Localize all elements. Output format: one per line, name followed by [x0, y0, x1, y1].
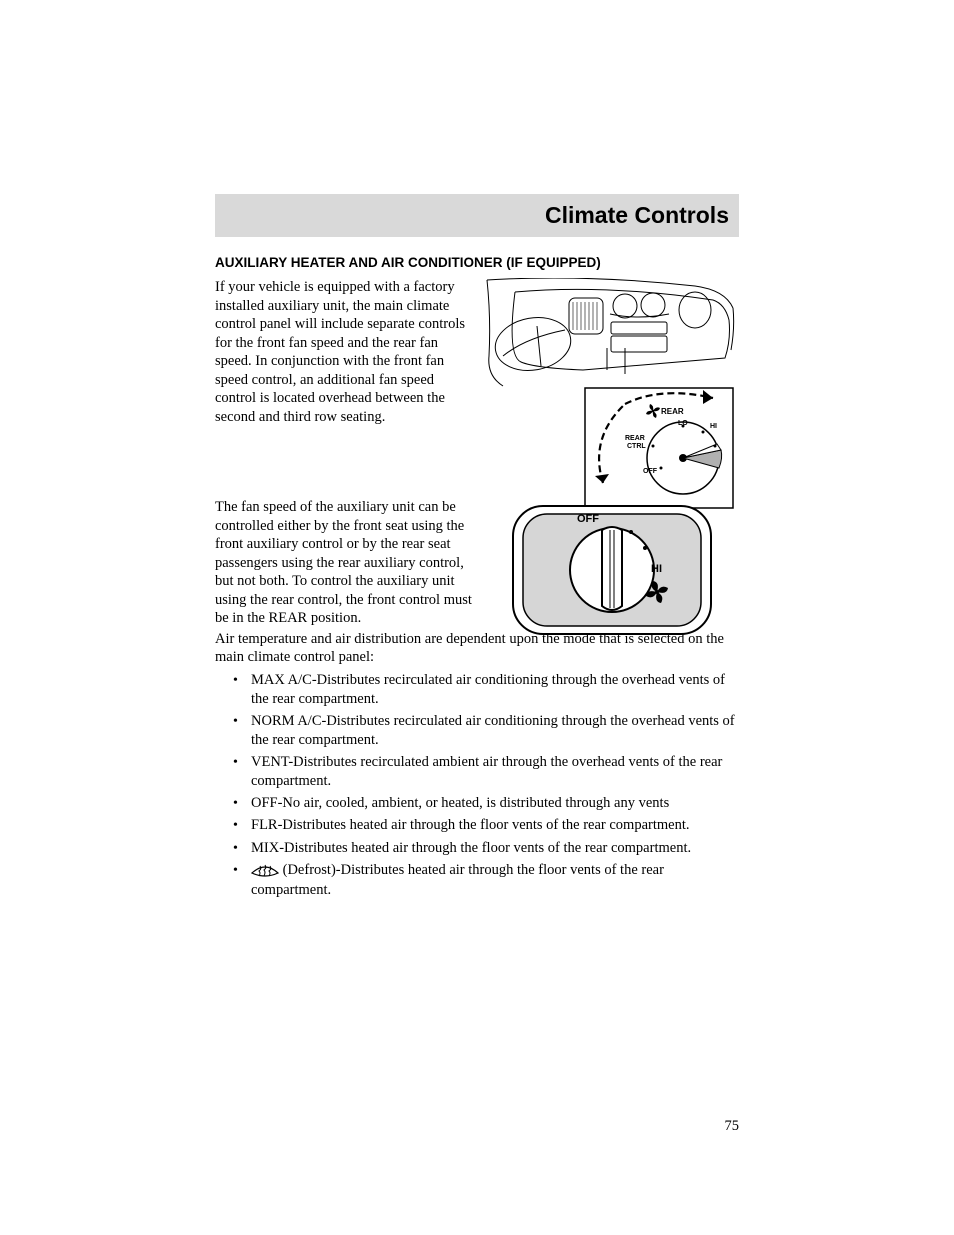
list-item: FLR-Distributes heated air through the f… — [233, 816, 739, 836]
dial-label-rear-ctrl-1: REAR — [625, 435, 645, 442]
dial-label-rear: REAR — [661, 407, 684, 416]
defrost-icon — [251, 863, 279, 877]
list-item-defrost: (Defrost)-Distributes heated air through… — [233, 861, 739, 899]
dial2-label-hi: HI — [651, 563, 662, 575]
paragraph-2: The fan speed of the auxiliary unit can … — [215, 498, 475, 628]
chapter-title: Climate Controls — [225, 202, 729, 229]
list-item: NORM A/C-Distributes recirculated air co… — [233, 712, 739, 750]
manual-page: Climate Controls AUXILIARY HEATER AND AI… — [0, 0, 954, 982]
list-item: VENT-Distributes recirculated ambient ai… — [233, 753, 739, 791]
paragraph-1: If your vehicle is equipped with a facto… — [215, 278, 475, 426]
overhead-control-illustration: OFF HI — [507, 500, 717, 640]
list-item: MIX-Distributes heated air through the f… — [233, 839, 739, 859]
paragraph-figure-block-2: The fan speed of the auxiliary unit can … — [215, 498, 739, 628]
dial-label-rear-ctrl-2: CTRL — [627, 443, 646, 450]
paragraph-figure-block-1: If your vehicle is equipped with a facto… — [215, 278, 739, 426]
list-item: OFF-No air, cooled, ambient, or heated, … — [233, 794, 739, 814]
page-number: 75 — [725, 1118, 740, 1135]
dashboard-illustration: REAR LO HI REAR CTRL OFF — [485, 278, 735, 513]
dial-label-hi: HI — [710, 423, 717, 430]
dial-label-off: OFF — [643, 468, 658, 475]
dial2-label-off: OFF — [577, 513, 599, 525]
mode-list: MAX A/C-Distributes recirculated air con… — [215, 671, 739, 900]
list-item: MAX A/C-Distributes recirculated air con… — [233, 671, 739, 709]
chapter-header-band: Climate Controls — [215, 194, 739, 237]
defrost-text: (Defrost)-Distributes heated air through… — [251, 862, 664, 898]
section-heading: AUXILIARY HEATER AND AIR CONDITIONER (IF… — [215, 255, 739, 270]
dial-label-lo: LO — [678, 420, 688, 427]
